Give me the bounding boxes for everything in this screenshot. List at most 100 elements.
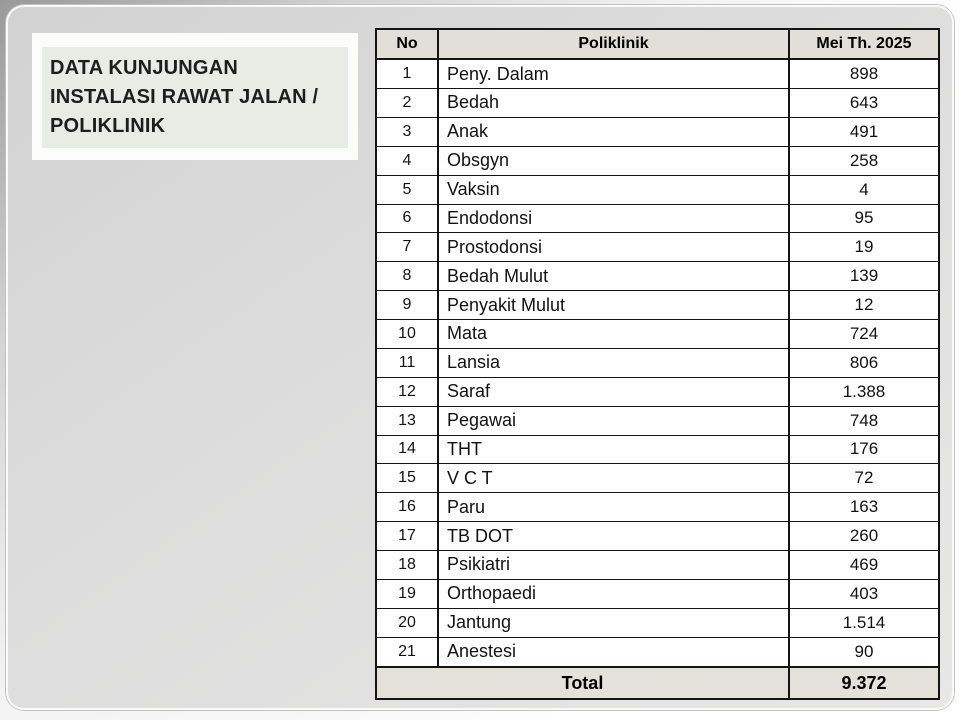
row-no: 19 [375, 578, 439, 609]
table-row: 18 Psikiatri 469 [375, 550, 940, 580]
row-value: 724 [788, 319, 940, 349]
table-row: 6 Endodonsi 95 [375, 203, 940, 234]
slide-canvas: DATA KUNJUNGAN INSTALASI RAWAT JALAN / P… [6, 5, 954, 710]
row-poliklinik: Anestesi [437, 636, 790, 668]
row-value: 806 [788, 347, 940, 378]
table-row: 12 Saraf 1.388 [375, 376, 940, 407]
table-row: 15 V C T 72 [375, 463, 940, 494]
row-poliklinik: Vaksin [437, 174, 790, 205]
row-poliklinik: Jantung [437, 607, 790, 638]
row-value: 643 [788, 88, 940, 118]
table-row: 3 Anak 491 [375, 116, 940, 147]
row-no: 17 [375, 521, 439, 552]
row-value: 163 [788, 492, 940, 523]
table-row: 19 Orthopaedi 403 [375, 578, 940, 609]
row-value: 176 [788, 434, 940, 465]
row-value: 1.514 [788, 607, 940, 638]
table-row: 20 Jantung 1.514 [375, 607, 940, 638]
row-poliklinik: Prostodonsi [437, 232, 790, 263]
row-value: 12 [788, 290, 940, 321]
row-no: 18 [375, 550, 439, 580]
row-value: 90 [788, 636, 940, 668]
row-poliklinik: Anak [437, 116, 790, 147]
row-no: 15 [375, 463, 439, 494]
col-header-no: No [375, 28, 439, 60]
table-row: 9 Penyakit Mulut 12 [375, 290, 940, 321]
table-row: 2 Bedah 643 [375, 88, 940, 118]
visits-table: No Poliklinik Mei Th. 2025 1 Peny. Dalam 8… [375, 28, 940, 700]
row-no: 6 [375, 203, 439, 234]
row-value: 748 [788, 405, 940, 436]
row-poliklinik: Bedah Mulut [437, 261, 790, 292]
table-row: 14 THT 176 [375, 434, 940, 465]
row-no: 8 [375, 261, 439, 292]
total-label: Total [375, 666, 790, 700]
row-poliklinik: Peny. Dalam [437, 58, 790, 90]
row-poliklinik: TB DOT [437, 521, 790, 552]
row-no: 10 [375, 319, 439, 349]
slide-title-line-2: INSTALASI RAWAT JALAN / [50, 86, 319, 108]
row-no: 21 [375, 636, 439, 668]
row-no: 12 [375, 376, 439, 407]
row-no: 11 [375, 347, 439, 378]
col-header-poliklinik: Poliklinik [437, 28, 790, 60]
row-no: 5 [375, 174, 439, 205]
row-no: 3 [375, 116, 439, 147]
table-row: 21 Anestesi 90 [375, 636, 940, 668]
col-header-mei-2025: Mei Th. 2025 [788, 28, 940, 60]
row-value: 72 [788, 463, 940, 494]
slide-title-line-1: DATA KUNJUNGAN [50, 57, 238, 79]
table-row: 7 Prostodonsi 19 [375, 232, 940, 263]
row-no: 16 [375, 492, 439, 523]
row-value: 1.388 [788, 376, 940, 407]
row-value: 4 [788, 174, 940, 205]
table-row: 1 Peny. Dalam 898 [375, 58, 940, 90]
row-poliklinik: Psikiatri [437, 550, 790, 580]
row-value: 19 [788, 232, 940, 263]
row-poliklinik: Bedah [437, 88, 790, 118]
table-row: 4 Obsgyn 258 [375, 145, 940, 176]
row-no: 14 [375, 434, 439, 465]
row-value: 491 [788, 116, 940, 147]
row-poliklinik: Mata [437, 319, 790, 349]
table-row: 16 Paru 163 [375, 492, 940, 523]
table-row: 8 Bedah Mulut 139 [375, 261, 940, 292]
row-no: 7 [375, 232, 439, 263]
row-poliklinik: Endodonsi [437, 203, 790, 234]
row-poliklinik: Saraf [437, 376, 790, 407]
row-poliklinik: Obsgyn [437, 145, 790, 176]
table-row: 17 TB DOT 260 [375, 521, 940, 552]
row-value: 258 [788, 145, 940, 176]
row-poliklinik: Lansia [437, 347, 790, 378]
table-row: 5 Vaksin 4 [375, 174, 940, 205]
row-value: 469 [788, 550, 940, 580]
total-value: 9.372 [788, 666, 940, 700]
row-no: 9 [375, 290, 439, 321]
table-row: 13 Pegawai 748 [375, 405, 940, 436]
row-poliklinik: Pegawai [437, 405, 790, 436]
total-row: Total 9.372 [375, 666, 940, 700]
row-no: 2 [375, 88, 439, 118]
row-value: 898 [788, 58, 940, 90]
row-no: 20 [375, 607, 439, 638]
row-value: 403 [788, 578, 940, 609]
row-no: 1 [375, 58, 439, 90]
row-value: 139 [788, 261, 940, 292]
title-box: DATA KUNJUNGAN INSTALASI RAWAT JALAN / P… [32, 33, 358, 160]
row-value: 95 [788, 203, 940, 234]
row-poliklinik: V C T [437, 463, 790, 494]
row-no: 4 [375, 145, 439, 176]
row-poliklinik: THT [437, 434, 790, 465]
row-poliklinik: Paru [437, 492, 790, 523]
slide-title-line-3: POLIKLINIK [50, 115, 166, 137]
title-box-inner: DATA KUNJUNGAN INSTALASI RAWAT JALAN / P… [42, 47, 348, 148]
table-body: 1 Peny. Dalam 898 2 Bedah 643 3 Anak 491 4 Obsgyn 2… [375, 58, 940, 668]
table-header: No Poliklinik Mei Th. 2025 [375, 28, 940, 60]
table-footer: Total 9.372 [375, 666, 940, 700]
row-poliklinik: Orthopaedi [437, 578, 790, 609]
header-row: No Poliklinik Mei Th. 2025 [375, 28, 940, 60]
row-poliklinik: Penyakit Mulut [437, 290, 790, 321]
row-value: 260 [788, 521, 940, 552]
row-no: 13 [375, 405, 439, 436]
table-row: 11 Lansia 806 [375, 347, 940, 378]
